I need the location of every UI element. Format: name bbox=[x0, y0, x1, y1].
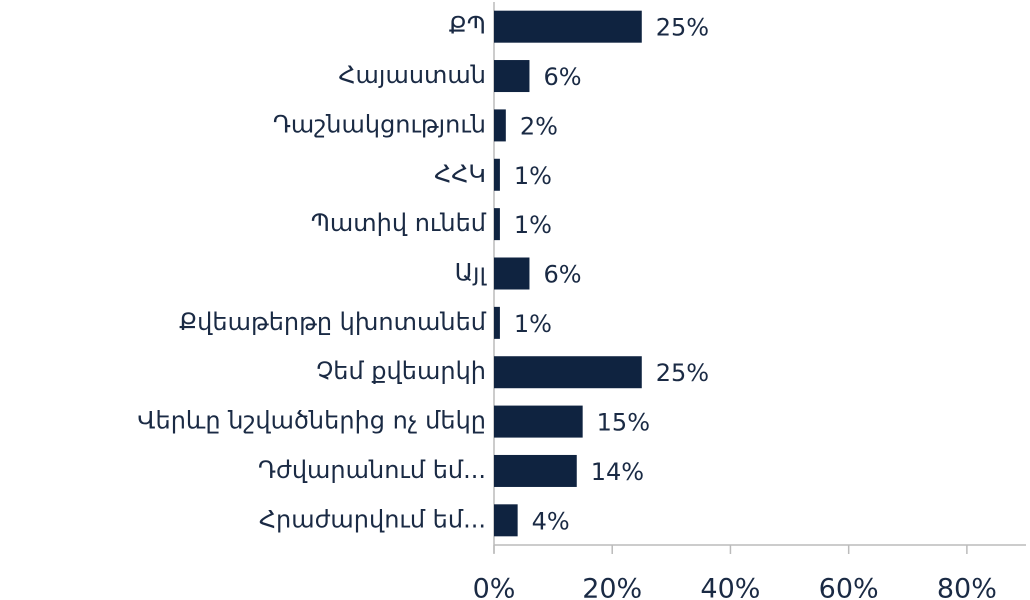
value-label: 1% bbox=[514, 310, 552, 338]
bar bbox=[494, 454, 577, 487]
value-label: 25% bbox=[656, 14, 709, 42]
bar bbox=[494, 356, 642, 389]
category-label: ՔՊ bbox=[449, 12, 486, 40]
value-label: 14% bbox=[591, 458, 644, 486]
bar bbox=[494, 10, 642, 43]
bar bbox=[494, 60, 530, 93]
value-label: 6% bbox=[543, 261, 581, 289]
bar bbox=[494, 257, 530, 290]
x-tick-label: 80% bbox=[937, 574, 997, 600]
category-label: Հրաժարվում եմ... bbox=[259, 505, 486, 533]
bar bbox=[494, 306, 500, 339]
value-label: 1% bbox=[514, 162, 552, 190]
category-label: Չեմ քվեարկի bbox=[316, 357, 486, 385]
x-tick-label: 0% bbox=[473, 574, 516, 600]
category-label: Քվեաթերթը կխոտանեմ bbox=[179, 308, 487, 336]
value-label: 1% bbox=[514, 211, 552, 239]
value-label: 15% bbox=[597, 409, 650, 437]
value-label: 6% bbox=[543, 63, 581, 91]
bar bbox=[494, 504, 518, 537]
x-tick-label: 60% bbox=[819, 574, 879, 600]
category-label: Դժվարանում եմ... bbox=[258, 456, 486, 484]
category-label: ՀՀԿ bbox=[434, 160, 486, 188]
bar bbox=[494, 109, 506, 142]
value-label: 25% bbox=[656, 359, 709, 387]
category-label: Վերևը նշվածներից ոչ մեկը bbox=[137, 407, 486, 435]
category-label: Հայաստան bbox=[338, 61, 486, 89]
value-label: 4% bbox=[532, 507, 570, 535]
category-label: Դաշնակցություն bbox=[273, 110, 486, 138]
x-tick-label: 20% bbox=[582, 574, 642, 600]
bar bbox=[494, 158, 500, 191]
value-label: 2% bbox=[520, 112, 558, 140]
category-label: Պատիվ ունեմ bbox=[311, 209, 487, 237]
bar bbox=[494, 208, 500, 241]
bar bbox=[494, 405, 583, 438]
category-label: Այլ bbox=[455, 259, 488, 287]
x-tick-label: 40% bbox=[700, 574, 760, 600]
